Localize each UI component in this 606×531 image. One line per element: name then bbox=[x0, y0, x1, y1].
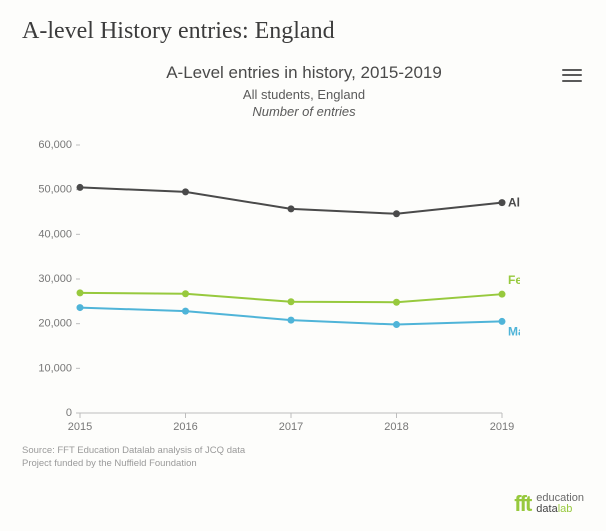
svg-text:2016: 2016 bbox=[173, 421, 197, 433]
svg-text:All students: All students bbox=[508, 196, 520, 210]
chart-menu-button[interactable] bbox=[562, 65, 582, 83]
chart-title: A-Level entries in history, 2015-2019 bbox=[22, 63, 586, 83]
svg-text:10,000: 10,000 bbox=[38, 362, 72, 374]
logo-fft: fft bbox=[514, 491, 530, 517]
chart-subtitle-1: All students, England bbox=[22, 87, 586, 102]
svg-text:2017: 2017 bbox=[279, 421, 303, 433]
page-title: A-level History entries: England bbox=[22, 18, 586, 45]
svg-text:2019: 2019 bbox=[490, 421, 514, 433]
svg-text:2018: 2018 bbox=[384, 421, 408, 433]
svg-text:Female: Female bbox=[508, 273, 520, 287]
chart-svg: 0 10,000 20,000 30,000 40,000 50,000 60,000 201… bbox=[30, 137, 520, 437]
page-wrap: A-level History entries: England A-Level… bbox=[0, 0, 606, 531]
svg-text:2015: 2015 bbox=[68, 421, 92, 433]
svg-text:40,000: 40,000 bbox=[38, 228, 72, 240]
svg-text:50,000: 50,000 bbox=[38, 184, 72, 196]
chart-subtitle-2: Number of entries bbox=[22, 104, 586, 119]
logo-word-lab: lab bbox=[558, 503, 573, 515]
logo: fft education datalab bbox=[514, 491, 584, 517]
svg-text:0: 0 bbox=[66, 407, 72, 419]
source-line-2: Project funded by the Nuffield Foundatio… bbox=[22, 458, 586, 471]
logo-text: education datalab bbox=[536, 493, 584, 515]
chart-source: Source: FFT Education Datalab analysis o… bbox=[22, 445, 586, 471]
svg-text:60,000: 60,000 bbox=[38, 139, 72, 151]
logo-word-data: data bbox=[536, 503, 557, 515]
chart-header: A-Level entries in history, 2015-2019 Al… bbox=[22, 63, 586, 119]
svg-text:20,000: 20,000 bbox=[38, 318, 72, 330]
chart-plot-area: 0 10,000 20,000 30,000 40,000 50,000 60,000 201… bbox=[30, 137, 526, 437]
source-line-1: Source: FFT Education Datalab analysis o… bbox=[22, 445, 586, 458]
svg-text:30,000: 30,000 bbox=[38, 273, 72, 285]
svg-text:Male: Male bbox=[508, 324, 520, 338]
chart-container: A-Level entries in history, 2015-2019 Al… bbox=[22, 63, 586, 471]
